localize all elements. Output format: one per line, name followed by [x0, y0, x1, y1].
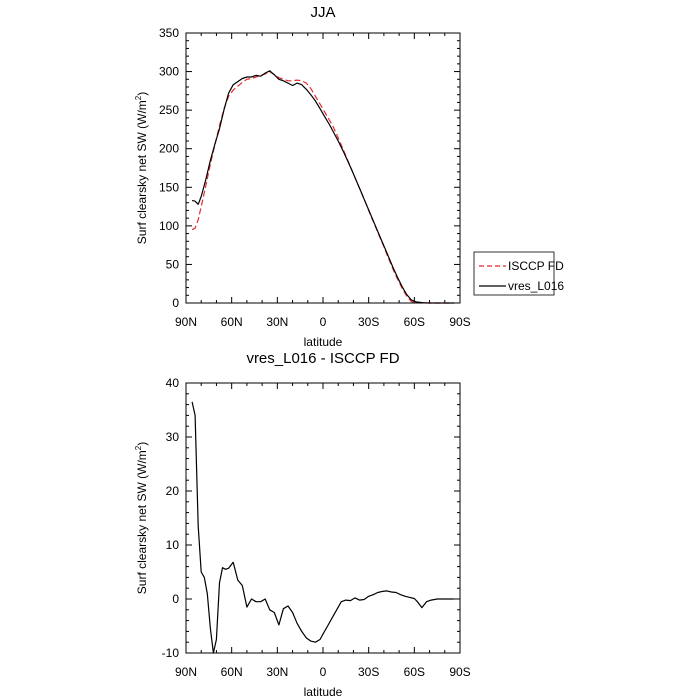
top-ytick-label: 300	[159, 65, 179, 79]
legend: ISCCP FD vres_L016	[473, 251, 564, 296]
top-ytick-label: 150	[159, 180, 179, 194]
top-xtick-label: 30S	[358, 315, 379, 329]
bottom-series-line-vres	[191, 401, 454, 654]
bottom-ytick-label: 40	[166, 376, 180, 390]
top-y-axis-label-sup: 2	[134, 95, 143, 100]
panel-top-chart: JJA 90N 60N 30N 0 30S 60S 90S 0 50 100 150 200 250 30…	[134, 4, 564, 349]
bottom-xtick-label: 60N	[221, 665, 243, 679]
top-series-line-isccp	[191, 70, 454, 304]
top-x-axis-label: latitude	[304, 335, 343, 349]
top-xtick-label: 0	[320, 315, 327, 329]
bottom-x-axis-label: latitude	[304, 685, 343, 699]
top-ytick-label: 250	[159, 103, 179, 117]
bottom-y-axis-label-sup: 2	[134, 445, 143, 450]
top-xtick-label: 60N	[221, 315, 243, 329]
top-plot-frame	[185, 32, 461, 304]
bottom-xtick-label: 90S	[449, 665, 470, 679]
bottom-y-axis-label-end: )	[135, 442, 149, 446]
top-xtick-label: 90S	[449, 315, 470, 329]
bottom-ytick-label: 30	[166, 430, 180, 444]
bottom-xtick-label: 30N	[266, 665, 288, 679]
bottom-y-axis-label-main: Surf clearsky net SW (W/m	[135, 450, 149, 594]
bottom-ytick-label: 20	[166, 484, 180, 498]
bottom-xtick-label: 30S	[358, 665, 379, 679]
top-xtick-label: 60S	[404, 315, 425, 329]
legend-label-isccp: ISCCP FD	[508, 259, 564, 273]
bottom-chart-title: vres_L016 - ISCCP FD	[246, 350, 399, 367]
bottom-plot-frame	[185, 382, 461, 654]
panel-bottom-chart: vres_L016 - ISCCP FD 90N 60N 30N 0 30S 60S 90S…	[134, 350, 471, 699]
bottom-plot-area: 90N 60N 30N 0 30S 60S 90S -10 0 10 20 30 40	[162, 376, 471, 679]
top-ytick-label: 50	[166, 257, 180, 271]
top-ytick-label: 0	[172, 296, 179, 310]
top-xtick-label: 90N	[175, 315, 197, 329]
top-xtick-label: 30N	[266, 315, 288, 329]
bottom-xtick-label: 0	[320, 665, 327, 679]
top-plot-area: 90N 60N 30N 0 30S 60S 90S 0 50 100 150 200 250 300 350	[159, 26, 471, 329]
top-ytick-label: 100	[159, 219, 179, 233]
top-series-line-vres	[191, 70, 454, 304]
top-y-axis-label-main: Surf clearsky net SW (W/m	[135, 100, 149, 244]
top-ytick-label: 350	[159, 26, 179, 40]
bottom-ytick-label: 0	[172, 592, 179, 606]
top-chart-title: JJA	[310, 4, 335, 21]
bottom-xtick-label: 90N	[175, 665, 197, 679]
top-y-axis-label: Surf clearsky net SW (W/m2)	[134, 92, 149, 244]
bottom-ytick-label: 10	[166, 538, 180, 552]
legend-label-vres: vres_L016	[508, 279, 564, 293]
legend-box	[473, 251, 555, 296]
bottom-y-axis-label: Surf clearsky net SW (W/m2)	[134, 442, 149, 594]
bottom-ytick-label: -10	[162, 646, 180, 660]
bottom-xtick-label: 60S	[404, 665, 425, 679]
top-y-axis-label-end: )	[135, 92, 149, 96]
top-ytick-label: 200	[159, 142, 179, 156]
